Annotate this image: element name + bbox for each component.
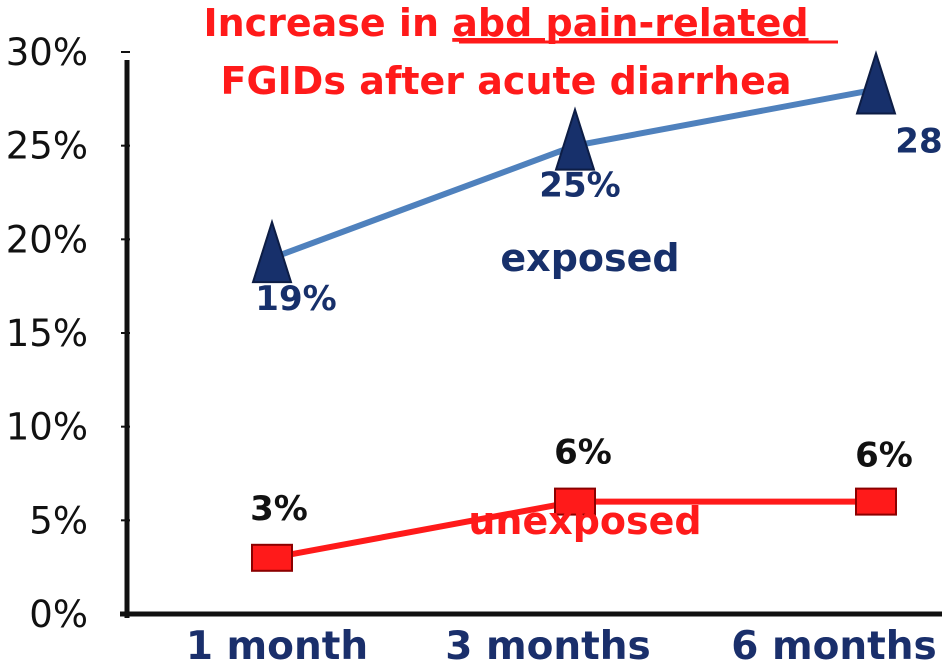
series-layer: 19% 25% 28% exposed 3% 6% 6% unexposed [250,50,942,572]
y-tick-label: 25% [6,125,88,168]
unexposed-data-point [251,543,293,572]
y-tick-label: 20% [6,218,88,261]
unexposed-data-label: 3% [250,489,308,529]
chart-title-line-1: Increase in abd pain-related [203,1,808,45]
y-tick-label: 15% [6,312,88,355]
x-tick-label: 3 months [445,624,651,664]
unexposed-series-name-label: unexposed [468,499,701,543]
x-tick-label: 1 month [186,624,368,664]
x-axis-ticks: 1 month 3 months 6 months [186,624,937,664]
y-axis-ticks: 0% 5% 10% 15% 20% 25% 30% [6,31,130,636]
y-tick-label: 0% [29,593,88,636]
exposed-data-label: 19% [255,279,336,319]
exposed-data-point [251,218,293,284]
exposed-data-label: 28% [895,121,942,161]
chart-title-line-2: FGIDs after acute diarrhea [221,59,792,103]
unexposed-data-point [855,487,897,516]
y-tick-label: 10% [6,406,88,449]
exposed-series-name-label: exposed [500,236,679,280]
x-tick-label: 6 months [731,624,937,664]
unexposed-data-point [554,487,596,516]
y-tick-label: 30% [6,31,88,74]
exposed-data-point [855,50,897,115]
exposed-data-label: 25% [539,166,620,206]
unexposed-data-label: 6% [554,433,612,473]
y-tick-label: 5% [29,499,88,542]
unexposed-data-label: 6% [855,436,913,476]
exposed-data-point [554,106,596,171]
